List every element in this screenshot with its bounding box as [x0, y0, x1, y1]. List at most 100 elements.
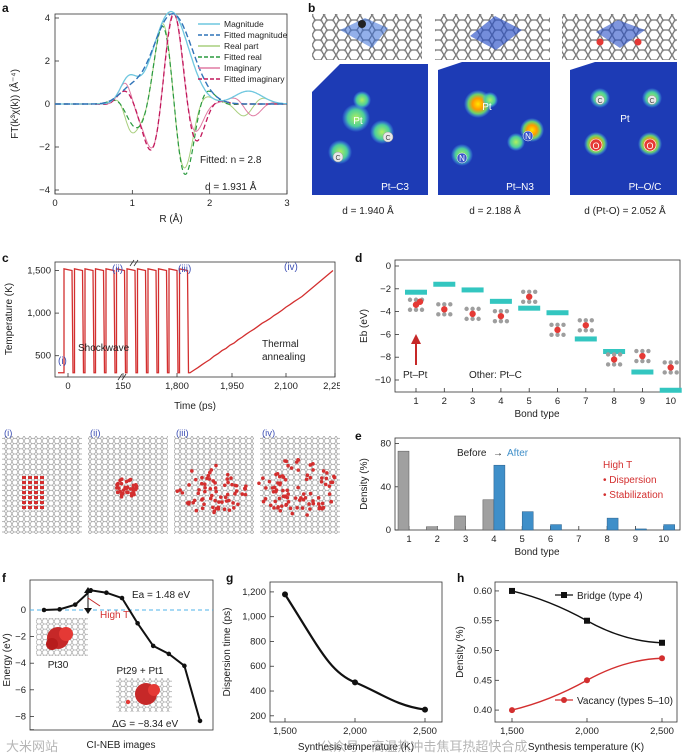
- marker-iv: (iv): [284, 262, 298, 273]
- c-ytick: 1,000: [27, 308, 51, 319]
- snapshot-label: (iv): [262, 428, 275, 439]
- pt30-label: Pt30: [48, 660, 69, 671]
- c-ytick: 1,500: [27, 266, 51, 277]
- legend-item: Fitted magnitude: [224, 30, 288, 40]
- d-xtick: 6: [555, 396, 560, 407]
- vacancy-point: [659, 655, 665, 661]
- ea-label: Ea = 1.48 eV: [132, 590, 190, 601]
- a-xtick: 1: [130, 198, 135, 209]
- neb-image-point: [198, 719, 203, 724]
- dispersion-point: [422, 707, 428, 713]
- atom-label-c4: C: [649, 98, 654, 105]
- atom-label-o2: O: [646, 141, 653, 151]
- g-ytick: 1,000: [242, 612, 266, 623]
- high-t-label-e: High T: [603, 460, 632, 471]
- marker-ii: (ii): [112, 264, 123, 275]
- charge-map-1: [312, 64, 428, 195]
- legend-item: Real part: [224, 41, 259, 51]
- after-bar: [664, 525, 675, 530]
- d-xtick: 5: [527, 396, 532, 407]
- atom-label-pt2: Pt: [482, 102, 492, 113]
- dispersion-point: [282, 591, 288, 597]
- panel-e-letter: e: [355, 429, 362, 443]
- d-ytick: −8: [380, 352, 391, 363]
- bridge-legend: Bridge (type 4): [577, 591, 643, 602]
- pt-atom-dot: [526, 294, 532, 300]
- h-xtick: 2,000: [575, 726, 599, 737]
- c-xtick: 2,100: [274, 381, 298, 392]
- atom-label-pt1: Pt: [353, 116, 363, 127]
- ptpt-arrow-head: [411, 334, 421, 344]
- legend-item: Fitted real: [224, 52, 262, 62]
- pt-atom-dot: [611, 356, 617, 362]
- before-bar: [455, 516, 466, 530]
- neb-image-point: [151, 644, 156, 649]
- a-ytick: 2: [45, 56, 50, 67]
- md-snapshot: [260, 436, 340, 534]
- shockwave-label: Shockwave: [78, 343, 130, 354]
- panel-a-letter: a: [2, 1, 9, 15]
- h-xtick: 2,500: [650, 726, 674, 737]
- panel-h-xlabel: Synthesis temperature (K): [528, 742, 644, 753]
- h-ytick: 0.45: [474, 675, 493, 686]
- panel-h-ylabel: Density (%): [455, 626, 466, 678]
- neb-image-point: [182, 664, 187, 669]
- panel-f-xlabel: CI-NEB images: [87, 740, 156, 751]
- eb-level-bar: [462, 287, 484, 292]
- panel-b-letter: b: [308, 1, 315, 15]
- pt-atom-dot: [668, 364, 674, 370]
- atom-label-pt3: Pt: [620, 114, 630, 125]
- pt-atom-dot: [639, 353, 645, 359]
- a-xtick: 3: [284, 198, 289, 209]
- e-xtick: 5: [520, 534, 525, 545]
- after-bar: [494, 465, 505, 530]
- d-ytick: 0: [386, 261, 391, 272]
- before-bar: [398, 451, 409, 530]
- h-ytick: 0.40: [474, 705, 493, 716]
- neb-image-point: [135, 621, 140, 626]
- marker-i: (i): [58, 356, 67, 367]
- bridge-point: [509, 588, 515, 594]
- g-ytick: 800: [250, 636, 266, 647]
- e-xtick: 6: [548, 534, 553, 545]
- d-xtick: 9: [640, 396, 645, 407]
- a-xtick: 2: [207, 198, 212, 209]
- structure-label-1: Pt–C3: [381, 182, 409, 193]
- other-label: Other: Pt–C: [469, 370, 522, 381]
- f-ytick: 0: [21, 605, 26, 616]
- f-ytick: −8: [15, 711, 26, 722]
- panel-d-xlabel: Bond type: [514, 409, 559, 420]
- structure-pt-oc: C C O O Pt Pt–O/C d (Pt-O) = 2.052 Å: [562, 14, 677, 217]
- pt-atom-dot: [441, 306, 447, 312]
- panel-d-letter: d: [355, 252, 362, 265]
- vacancy-point: [509, 707, 515, 713]
- g-ytick: 200: [250, 711, 266, 722]
- g-ytick: 1,200: [242, 587, 266, 598]
- d-ytick: −4: [380, 307, 391, 318]
- e-xtick: 8: [604, 534, 609, 545]
- h-ytick: 0.55: [474, 616, 493, 627]
- panel-a-fitted-n: Fitted: n = 2.8: [200, 155, 262, 166]
- pt30-cluster-image: [36, 618, 88, 656]
- thermal-label: Thermal: [262, 339, 299, 350]
- panel-f-ylabel: Energy (eV): [2, 633, 13, 686]
- legend-item: Imaginary: [224, 63, 262, 73]
- bridge-point: [584, 618, 590, 624]
- a-ytick: −4: [39, 185, 50, 196]
- panel-d-ylabel: Eb (eV): [359, 309, 370, 343]
- structure-distance-3: d (Pt-O) = 2.052 Å: [584, 204, 666, 217]
- c-xtick: 0: [65, 381, 70, 392]
- e-ytick: 80: [380, 439, 391, 450]
- c-xtick: 1,950: [220, 381, 244, 392]
- pt-atom-dot: [583, 322, 589, 328]
- after-bar: [522, 512, 533, 530]
- panel-e-xlabel: Bond type: [514, 547, 559, 558]
- panel-f-letter: f: [2, 572, 7, 585]
- marker-iii: (iii): [178, 264, 191, 275]
- snapshot-label: (i): [4, 428, 12, 439]
- d-xtick: 3: [470, 396, 475, 407]
- neb-image-point: [42, 608, 47, 613]
- panel-f-chart: f 0−2−4−6−8 Ea = 1.48 eV High T Pt30 Pt2…: [0, 572, 220, 753]
- g-xtick: 1,500: [273, 726, 297, 737]
- a-ytick: −2: [39, 142, 50, 153]
